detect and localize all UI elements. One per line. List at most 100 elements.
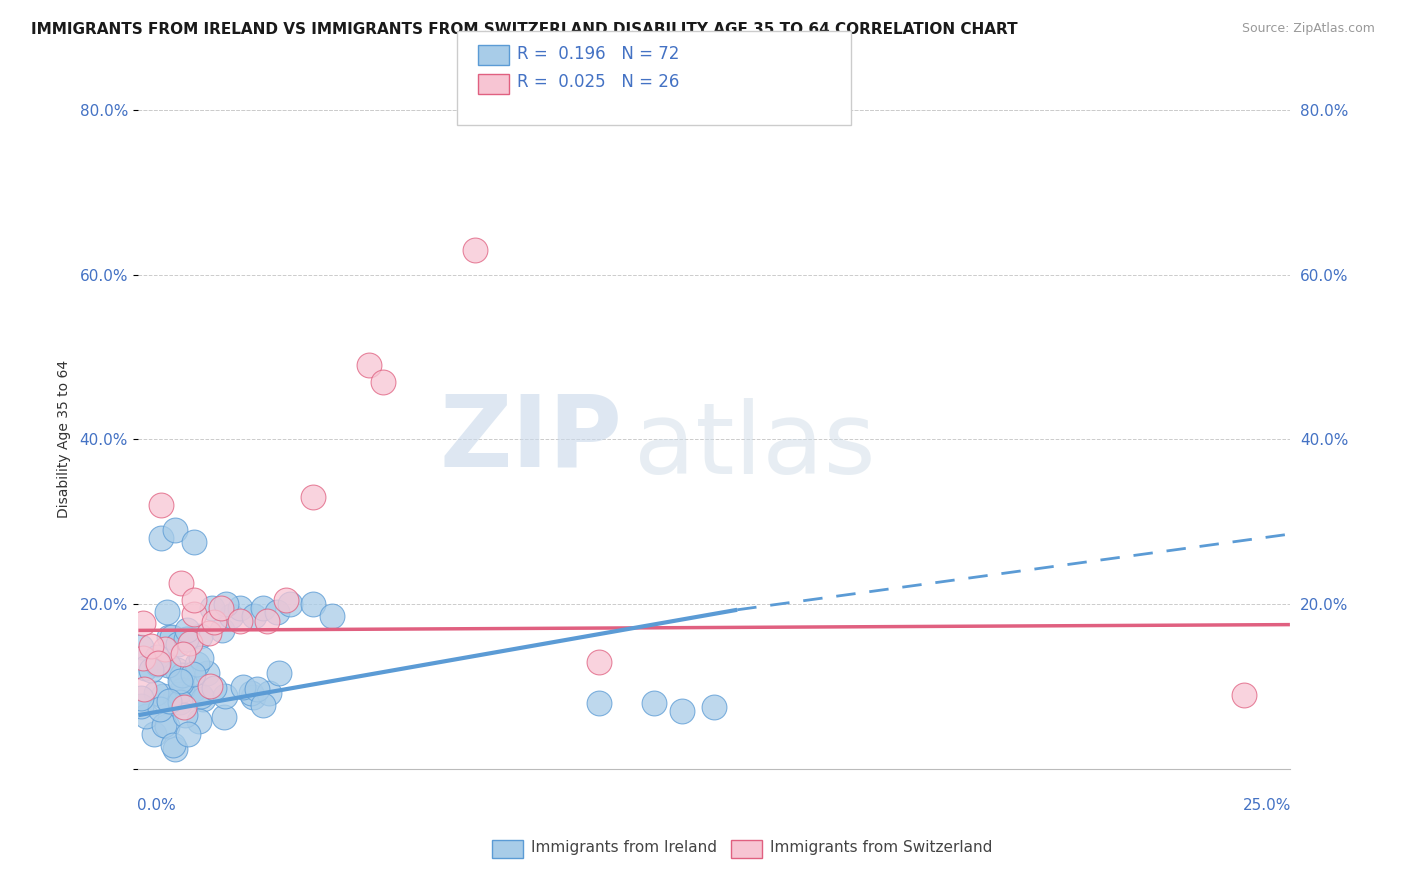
Point <box>183 593 205 607</box>
Point <box>183 535 205 549</box>
Point <box>252 698 274 712</box>
Point <box>148 656 170 670</box>
Point <box>134 682 156 697</box>
Point <box>169 695 191 709</box>
Point <box>150 531 173 545</box>
Point <box>162 738 184 752</box>
Point <box>157 630 180 644</box>
Point <box>142 726 165 740</box>
Point <box>190 689 212 703</box>
Text: 25.0%: 25.0% <box>1243 798 1291 814</box>
Point <box>157 694 180 708</box>
Point <box>252 601 274 615</box>
Text: Source: ZipAtlas.com: Source: ZipAtlas.com <box>1241 22 1375 36</box>
Point <box>266 605 288 619</box>
Text: atlas: atlas <box>634 398 875 494</box>
Point <box>302 490 325 504</box>
Point <box>242 690 264 704</box>
Point <box>211 624 233 638</box>
Point <box>321 609 343 624</box>
Point <box>202 681 225 696</box>
Point <box>371 375 394 389</box>
Text: R =  0.196   N = 72: R = 0.196 N = 72 <box>517 45 679 62</box>
Point <box>212 710 235 724</box>
Point <box>169 674 191 689</box>
Point <box>671 704 693 718</box>
Text: Immigrants from Ireland: Immigrants from Ireland <box>531 840 717 855</box>
Point <box>129 690 152 705</box>
Point <box>267 666 290 681</box>
Point <box>172 682 194 697</box>
Point <box>219 609 242 624</box>
Point <box>188 629 211 643</box>
Point <box>146 657 169 671</box>
Point <box>229 601 252 615</box>
Point <box>357 359 380 373</box>
Point <box>149 701 172 715</box>
Point <box>134 661 156 675</box>
Text: Immigrants from Switzerland: Immigrants from Switzerland <box>770 840 993 855</box>
Point <box>187 714 209 728</box>
Point <box>145 686 167 700</box>
Point <box>166 637 188 651</box>
Point <box>274 593 297 607</box>
Point <box>174 632 197 647</box>
Point <box>176 623 198 637</box>
Point <box>173 707 195 722</box>
Point <box>214 690 236 704</box>
Point <box>588 696 610 710</box>
Point <box>179 636 201 650</box>
Point <box>198 626 221 640</box>
Point <box>232 680 254 694</box>
Point <box>183 682 205 697</box>
Point <box>160 630 183 644</box>
Point <box>129 698 152 713</box>
Point <box>280 597 302 611</box>
Point <box>145 649 167 664</box>
Point <box>240 686 263 700</box>
Point <box>153 642 176 657</box>
Point <box>165 523 187 537</box>
Point <box>181 667 204 681</box>
Text: IMMIGRANTS FROM IRELAND VS IMMIGRANTS FROM SWITZERLAND DISABILITY AGE 35 TO 64 C: IMMIGRANTS FROM IRELAND VS IMMIGRANTS FR… <box>31 22 1018 37</box>
Point <box>177 632 200 646</box>
Point <box>215 597 238 611</box>
Point <box>202 615 225 629</box>
Point <box>153 718 176 732</box>
Point <box>588 655 610 669</box>
Point <box>139 663 162 677</box>
Point <box>195 665 218 680</box>
Point <box>198 679 221 693</box>
Point <box>156 718 179 732</box>
Point <box>256 614 278 628</box>
Point <box>169 575 191 590</box>
Y-axis label: Disability Age 35 to 64: Disability Age 35 to 64 <box>58 360 72 518</box>
Point <box>132 651 155 665</box>
Point <box>141 639 163 653</box>
Point <box>132 616 155 631</box>
Point <box>229 614 252 628</box>
Point <box>172 668 194 682</box>
Point <box>157 657 180 672</box>
Point <box>201 601 224 615</box>
Point <box>150 498 173 512</box>
Point <box>172 648 194 662</box>
Point <box>1233 688 1256 702</box>
Point <box>165 742 187 756</box>
Point <box>190 650 212 665</box>
Point <box>173 700 195 714</box>
Point <box>464 243 486 257</box>
Point <box>183 607 205 622</box>
Text: R =  0.025   N = 26: R = 0.025 N = 26 <box>517 73 679 91</box>
Point <box>302 597 325 611</box>
Point <box>191 692 214 706</box>
Point <box>242 609 264 624</box>
Point <box>152 690 174 704</box>
Point <box>170 675 193 690</box>
Point <box>703 700 725 714</box>
Point <box>146 655 169 669</box>
Point <box>257 686 280 700</box>
Point <box>165 691 187 706</box>
Point <box>156 605 179 619</box>
Point <box>129 640 152 654</box>
